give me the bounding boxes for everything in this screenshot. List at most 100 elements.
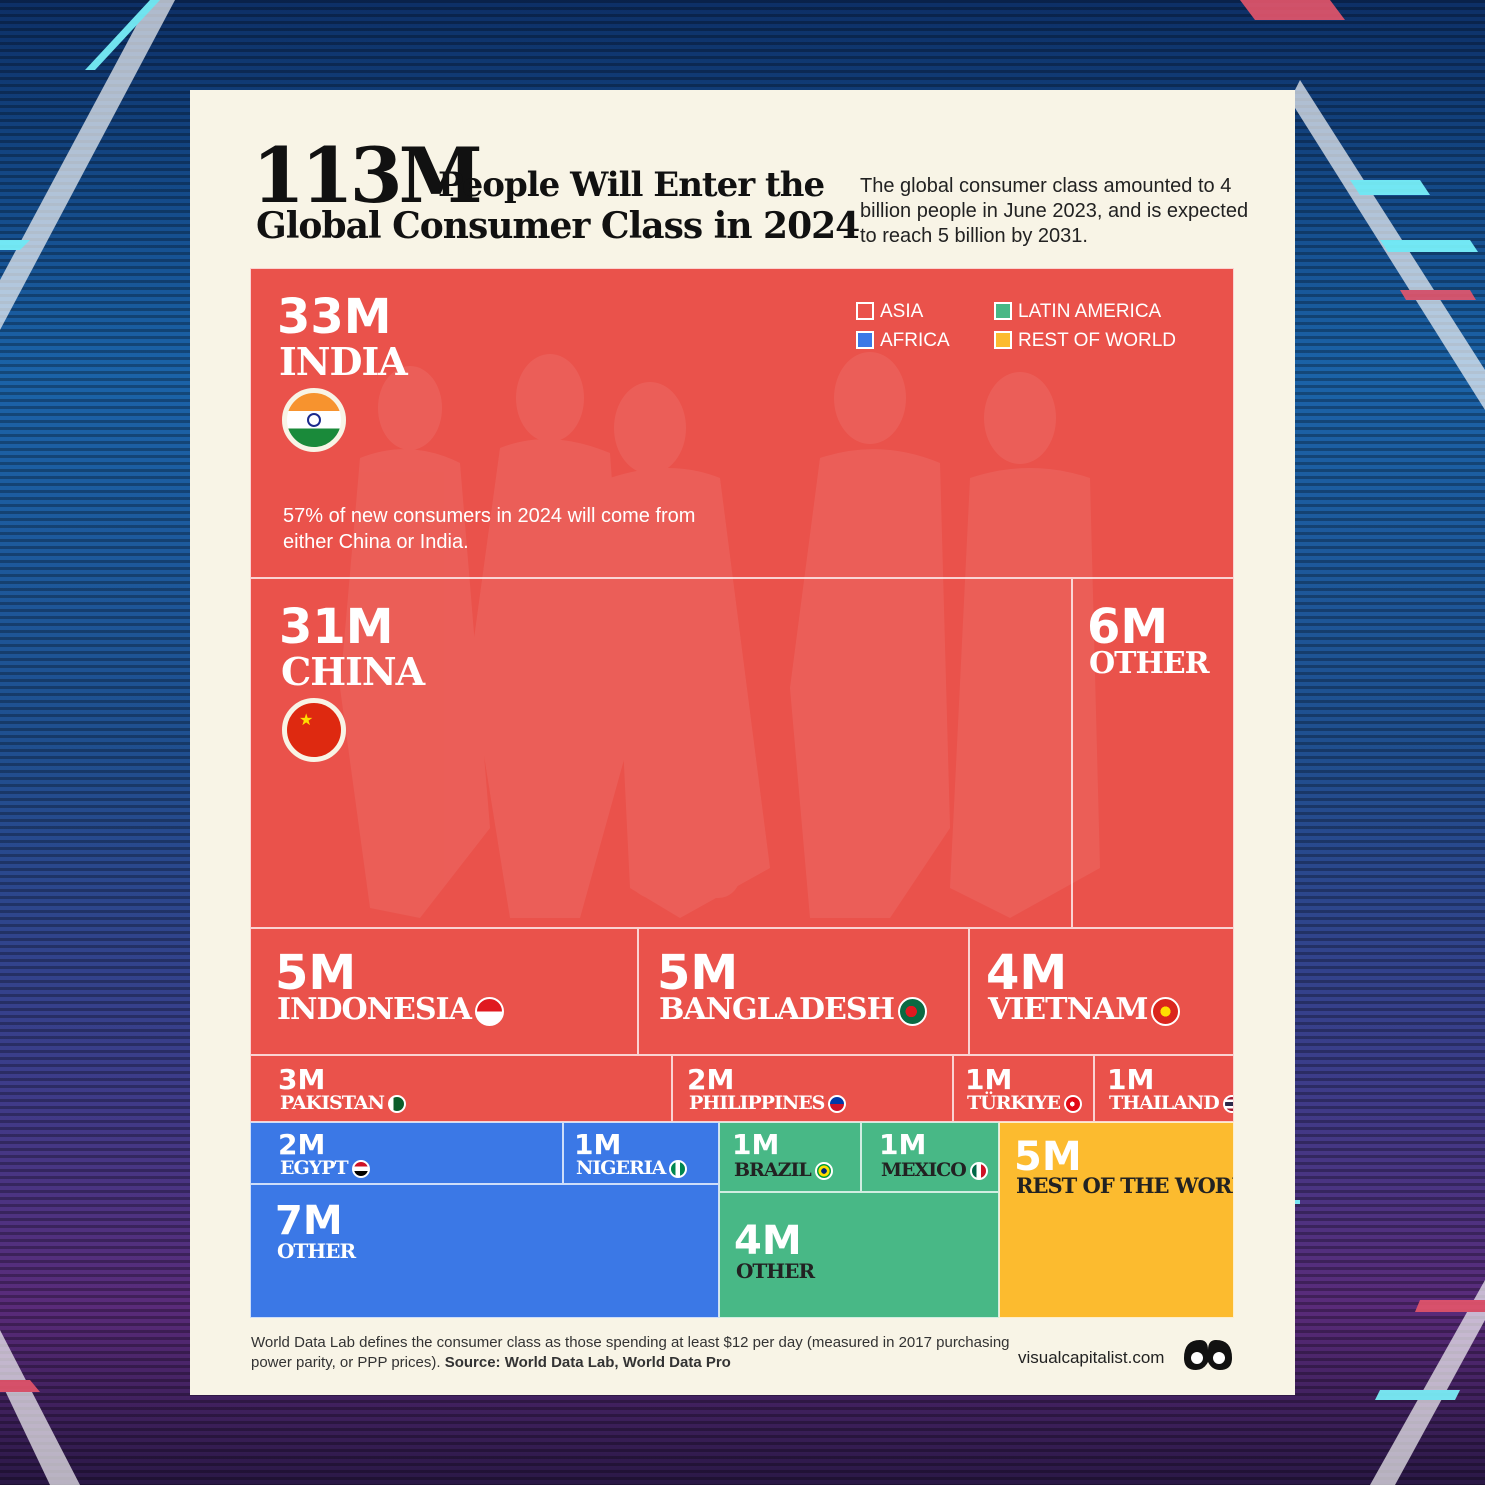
value-label: 1M bbox=[1107, 1063, 1155, 1096]
value-label: 33M bbox=[277, 289, 392, 345]
visual-capitalist-logo-icon bbox=[1184, 1340, 1232, 1370]
treemap-cell-philippines: 2M PHILIPPINES bbox=[672, 1055, 953, 1122]
country-label: BANGLADESH bbox=[659, 995, 927, 1026]
china-flag-icon: ★ bbox=[282, 698, 346, 762]
country-label: THAILAND bbox=[1109, 1092, 1233, 1114]
country-name: MEXICO bbox=[881, 1159, 967, 1181]
legend: ASIA LATIN AMERICA AFRICA REST OF WORLD bbox=[856, 301, 1216, 361]
country-label: NIGERIA bbox=[576, 1157, 688, 1179]
country-name: REST OF THE WORLD bbox=[1016, 1173, 1233, 1198]
treemap-cell-bangladesh: 5M BANGLADESH bbox=[638, 928, 969, 1055]
value-label: 7M bbox=[275, 1198, 343, 1244]
vietnam-flag-icon bbox=[1151, 996, 1181, 1026]
treemap-cell-indonesia: 5M INDONESIA bbox=[250, 928, 638, 1055]
india-flag-icon bbox=[282, 388, 346, 452]
country-label: PHILIPPINES bbox=[689, 1094, 847, 1113]
country-label: OTHER bbox=[1089, 646, 1210, 681]
subtitle: The global consumer class amounted to 4 … bbox=[860, 175, 1249, 247]
pakistan-flag-icon bbox=[387, 1095, 406, 1113]
country-label: INDIA bbox=[279, 343, 408, 381]
country-name: OTHER bbox=[1089, 646, 1210, 681]
value-label: 2M bbox=[278, 1128, 326, 1161]
treemap-cell-thailand: 1M THAILAND bbox=[1094, 1055, 1234, 1122]
treemap-cell-brazil: 1M BRAZIL bbox=[719, 1122, 861, 1192]
bangladesh-flag-icon bbox=[897, 996, 927, 1026]
country-name: BANGLADESH bbox=[659, 992, 895, 1027]
brand-url: visualcapitalist.com bbox=[1018, 1348, 1165, 1367]
legend-label: LATIN AMERICA bbox=[1018, 301, 1162, 322]
legend-swatch bbox=[856, 302, 874, 320]
treemap-cell-india: 33M INDIA bbox=[250, 268, 1234, 578]
country-name: TÜRKIYE bbox=[967, 1092, 1061, 1114]
value-label: 6M bbox=[1087, 599, 1169, 655]
value-label: 1M bbox=[574, 1128, 622, 1161]
country-name: THAILAND bbox=[1109, 1092, 1220, 1114]
value-label: 1M bbox=[965, 1063, 1013, 1096]
treemap-cell-vietnam: 4M VIETNAM bbox=[969, 928, 1234, 1055]
value-label: 5M bbox=[1014, 1134, 1082, 1180]
title-line-2: Global Consumer Class in 2024 bbox=[256, 205, 860, 247]
country-label: EGYPT bbox=[280, 1159, 370, 1178]
value-label: 4M bbox=[986, 945, 1068, 1001]
country-label: INDONESIA bbox=[277, 995, 504, 1026]
title-number: 113M bbox=[252, 131, 483, 220]
value-label: 1M bbox=[879, 1128, 927, 1161]
country-label: MEXICO bbox=[881, 1161, 988, 1180]
treemap-cell-egypt: 2M EGYPT bbox=[250, 1122, 563, 1184]
legend-swatch bbox=[856, 331, 874, 349]
nigeria-flag-icon bbox=[669, 1160, 688, 1178]
treemap-cell-asia_other: 6M OTHER bbox=[1072, 578, 1234, 928]
source-text: Source: World Data Lab, World Data Pro bbox=[444, 1354, 731, 1371]
country-label: REST OF THE WORLD bbox=[1016, 1173, 1233, 1198]
legend-label: ASIA bbox=[880, 301, 924, 322]
country-name: INDONESIA bbox=[277, 992, 472, 1027]
country-name: VIETNAM bbox=[988, 992, 1148, 1027]
legend-item-rest-of-world: REST OF WORLD bbox=[994, 330, 1176, 352]
egypt-flag-icon bbox=[351, 1160, 370, 1178]
legend-label: AFRICA bbox=[880, 330, 950, 351]
country-label: CHINA bbox=[281, 653, 425, 691]
value-label: 1M bbox=[732, 1128, 780, 1161]
treemap-cell-nigeria: 1M NIGERIA bbox=[563, 1122, 719, 1184]
country-name: CHINA bbox=[281, 649, 425, 694]
treemap-chart: 33M INDIA 31M CHINA 6M OTHER 5M INDONESIA 5M BANG… bbox=[250, 268, 1234, 1318]
country-name: OTHER bbox=[277, 1239, 356, 1263]
country-name: PAKISTAN bbox=[280, 1092, 385, 1114]
philippines-flag-icon bbox=[828, 1095, 847, 1113]
country-label: VIETNAM bbox=[988, 992, 1181, 1027]
value-label: 4M bbox=[734, 1218, 802, 1264]
legend-item-latin-america: LATIN AMERICA bbox=[994, 301, 1161, 323]
thailand-flag-icon bbox=[1222, 1095, 1233, 1113]
legend-item-africa: AFRICA bbox=[856, 330, 950, 352]
country-name: NIGERIA bbox=[576, 1157, 666, 1179]
mexico-flag-icon bbox=[969, 1162, 988, 1180]
treemap-cell-turkiye: 1M TÜRKIYE bbox=[953, 1055, 1094, 1122]
treemap-cell-pakistan: 3M PAKISTAN bbox=[250, 1055, 672, 1122]
country-label: OTHER bbox=[277, 1239, 356, 1263]
country-label: BRAZIL bbox=[734, 1161, 833, 1180]
legend-item-asia: ASIA bbox=[856, 301, 923, 323]
brazil-flag-icon bbox=[814, 1162, 833, 1180]
value-label: 5M bbox=[275, 945, 357, 1001]
treemap-cell-china: 31M CHINA bbox=[250, 578, 1072, 928]
legend-swatch bbox=[994, 331, 1012, 349]
treemap-cell-mexico: 1M MEXICO bbox=[861, 1122, 999, 1192]
treemap-cells: 33M INDIA 31M CHINA 6M OTHER 5M INDONESIA 5M BANG… bbox=[250, 268, 1234, 1318]
indonesia-flag-icon bbox=[474, 996, 504, 1026]
value-label: 5M bbox=[657, 945, 739, 1001]
footnote: World Data Lab defines the consumer clas… bbox=[251, 1333, 1011, 1373]
title-line-1: People Will Enter the bbox=[438, 165, 825, 205]
country-name: BRAZIL bbox=[734, 1159, 812, 1181]
country-name: EGYPT bbox=[280, 1157, 349, 1179]
value-label: 2M bbox=[687, 1063, 735, 1096]
country-label: OTHER bbox=[736, 1261, 815, 1281]
country-label: PAKISTAN bbox=[280, 1094, 406, 1113]
annotation-note: 57% of new consumers in 2024 will come f… bbox=[283, 505, 696, 553]
country-name: INDIA bbox=[279, 339, 408, 384]
value-label: 31M bbox=[279, 599, 394, 655]
legend-swatch bbox=[994, 302, 1012, 320]
value-label: 3M bbox=[278, 1063, 326, 1096]
legend-label: REST OF WORLD bbox=[1018, 330, 1176, 351]
